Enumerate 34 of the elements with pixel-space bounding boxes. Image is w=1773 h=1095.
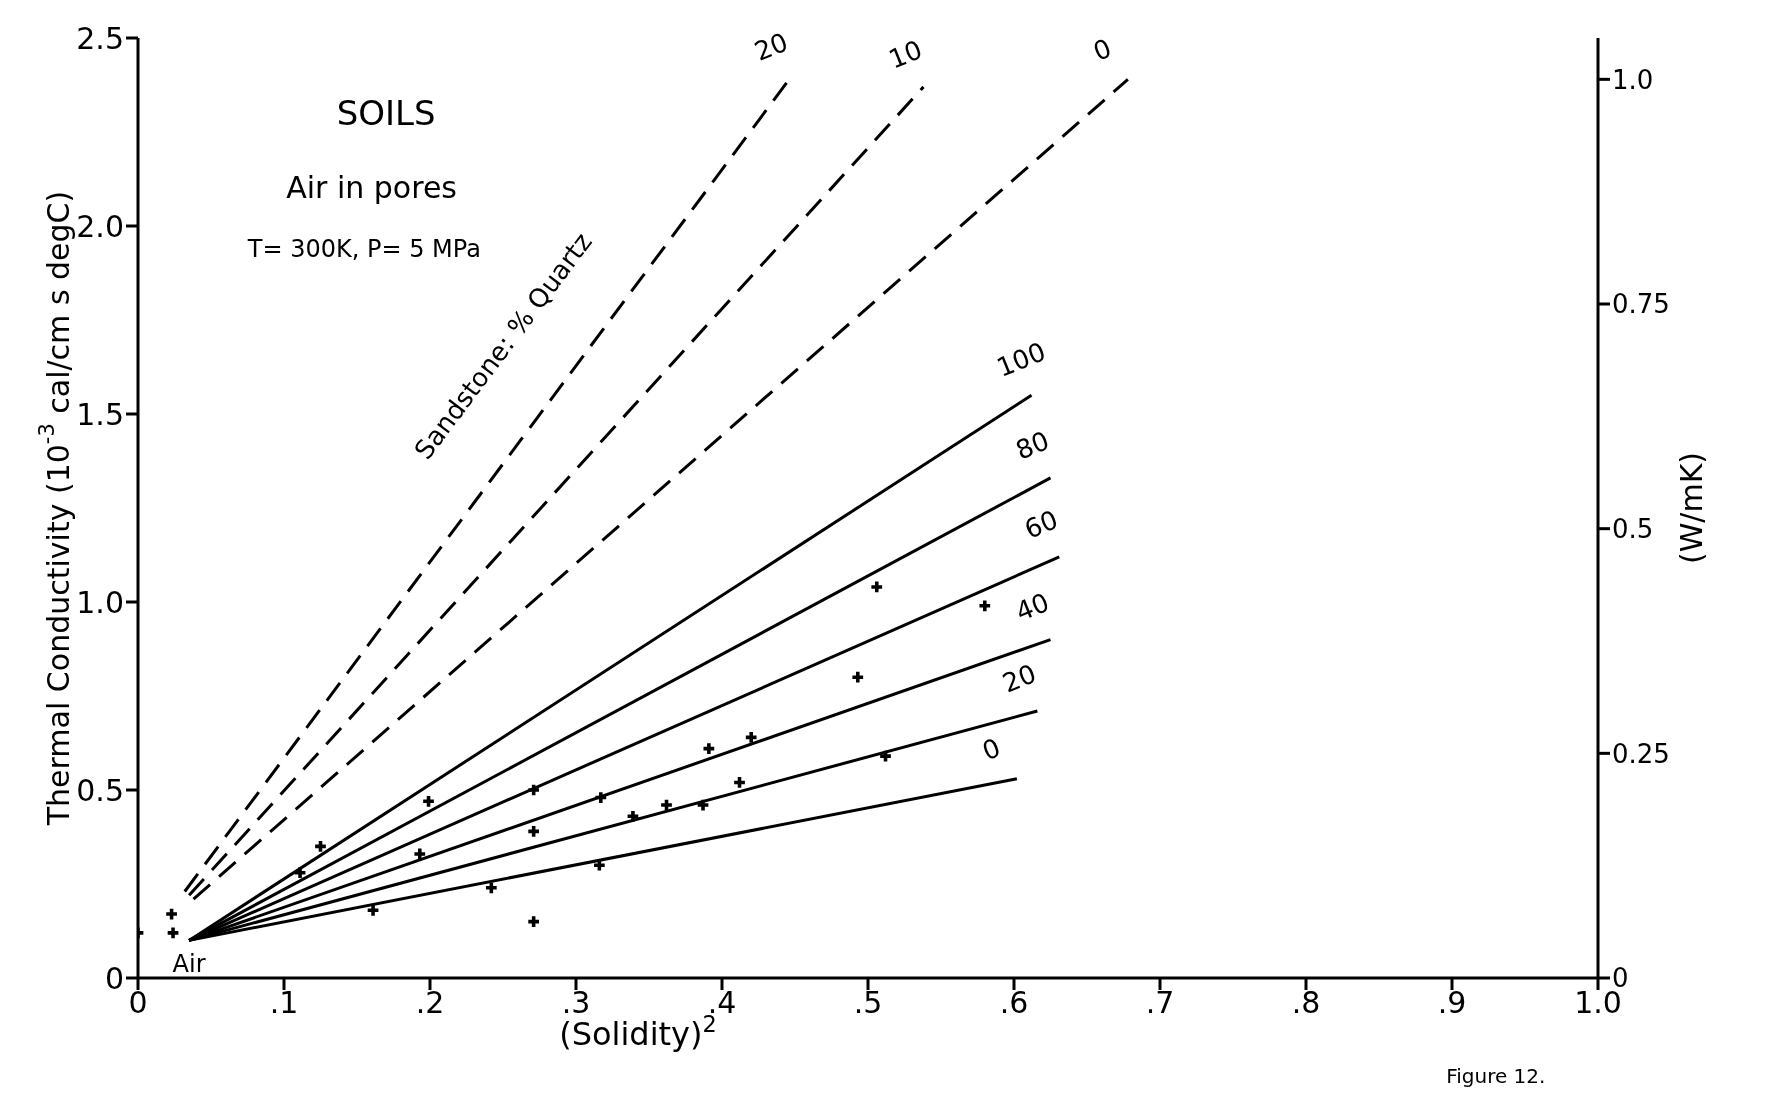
text: 100 xyxy=(992,336,1050,383)
caption: Figure 12. xyxy=(1446,1063,1546,1088)
y-tick-label: 2.0 xyxy=(76,208,124,244)
y2-axis-title: (W/mK) xyxy=(1673,451,1709,565)
annotation: Air xyxy=(172,950,206,978)
annotation: SOILS xyxy=(336,93,436,134)
text: 40 xyxy=(1011,586,1054,628)
y-tick-label: 1.5 xyxy=(76,396,124,432)
y-tick-label: 0.5 xyxy=(76,772,124,808)
x-tick-label: .1 xyxy=(269,985,299,1021)
x-tick-label: 0 xyxy=(128,985,148,1021)
x-tick-label: .7 xyxy=(1145,985,1175,1021)
text: 80 xyxy=(1011,425,1054,466)
x-tick-label: .8 xyxy=(1291,985,1321,1021)
y2-tick-label: 0.25 xyxy=(1612,738,1670,769)
text: 20 xyxy=(750,26,793,67)
x-tick-label: .2 xyxy=(415,985,445,1021)
y-tick-label: 0 xyxy=(104,960,124,996)
x-tick-label: .5 xyxy=(853,985,883,1021)
annotation: T= 300K, P= 5 MPa xyxy=(247,234,481,263)
y-tick-label: 2.5 xyxy=(76,20,124,56)
y2-tick-label: 0.5 xyxy=(1612,513,1654,544)
x-tick-label: .3 xyxy=(561,985,591,1021)
y2-tick-label: 1.0 xyxy=(1612,64,1654,95)
text: 0 xyxy=(1088,32,1116,67)
x-tick-label: .9 xyxy=(1437,985,1467,1021)
text: 20 xyxy=(998,658,1041,699)
x-tick-label: .6 xyxy=(999,985,1029,1021)
text: 0 xyxy=(977,732,1005,767)
text: 10 xyxy=(884,34,927,75)
y-tick-label: 1.0 xyxy=(76,584,124,620)
text: 60 xyxy=(1020,504,1063,545)
annotation: Air in pores xyxy=(286,170,457,206)
y2-tick-label: 0.75 xyxy=(1612,289,1670,320)
